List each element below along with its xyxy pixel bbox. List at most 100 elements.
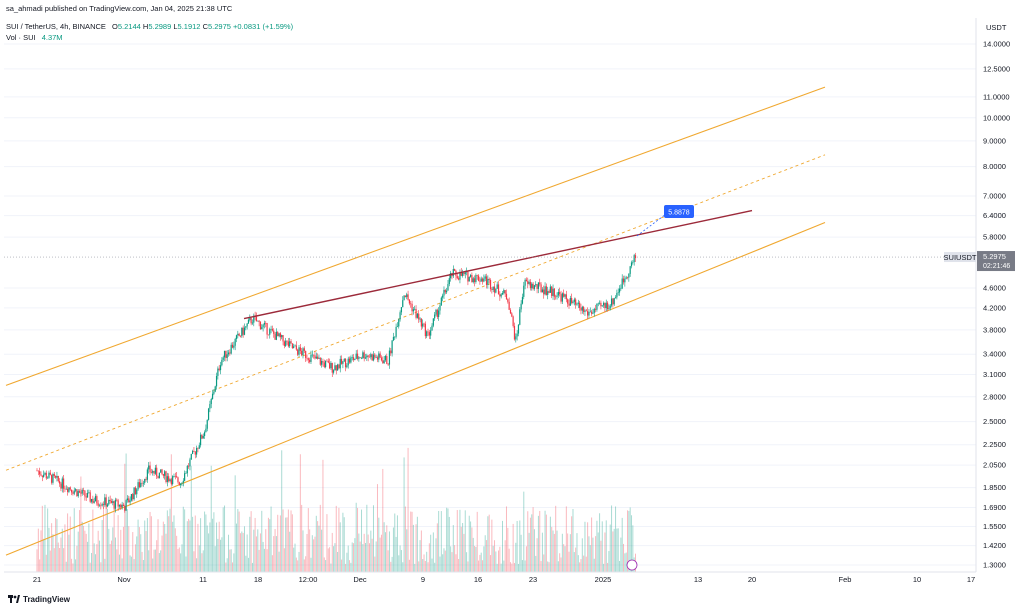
candle-body	[364, 357, 367, 359]
candle-body	[196, 447, 198, 455]
candle-body	[303, 348, 305, 351]
volume-bar	[600, 540, 602, 572]
volume-bar	[541, 532, 543, 572]
candle-body	[281, 335, 283, 338]
candle-body	[496, 284, 498, 289]
volume-bar	[306, 534, 308, 572]
volume-bar	[351, 542, 353, 572]
candle-body	[291, 343, 293, 349]
volume-bar	[386, 525, 388, 572]
candle-body	[561, 293, 563, 302]
volume-bar	[182, 506, 184, 572]
candle-body	[442, 295, 444, 298]
candle-body	[376, 357, 379, 360]
price-callout[interactable]: 5.8878	[636, 205, 694, 237]
candle-body	[231, 344, 234, 348]
channel-lower-line[interactable]	[5, 222, 826, 556]
scroll-to-realtime-icon[interactable]	[626, 559, 638, 571]
candle-body	[113, 501, 115, 509]
volume-bar	[99, 540, 101, 572]
candle-body	[354, 358, 356, 361]
candle-body	[347, 358, 349, 366]
channel-upper-line[interactable]	[5, 86, 826, 386]
volume-bar	[275, 536, 277, 572]
candle-body	[60, 483, 62, 489]
volume-bar	[285, 517, 287, 572]
symbol-name[interactable]: SUI / TetherUS, 4h, BINANCE	[6, 22, 106, 31]
volume-bar	[104, 558, 106, 572]
volume-bar	[325, 560, 327, 572]
volume-bar	[383, 522, 385, 572]
candle-body	[306, 357, 308, 359]
volume-bar	[180, 553, 182, 572]
candle-body	[61, 478, 63, 489]
candle-body	[573, 299, 575, 302]
candle-body	[372, 354, 375, 361]
volume-bar	[83, 525, 85, 572]
volume-bar	[452, 525, 454, 572]
candle-body	[576, 303, 578, 305]
chart-grid	[4, 43, 976, 566]
candle-body	[78, 491, 81, 493]
volume-bar	[239, 533, 241, 572]
volume-label[interactable]: Vol · SUI	[6, 33, 36, 42]
volume-bar	[608, 551, 610, 572]
volume-bar	[496, 563, 498, 572]
candle-body	[43, 474, 45, 477]
volume-bar	[572, 508, 574, 572]
volume-bar	[53, 548, 55, 572]
volume-bar	[265, 529, 267, 572]
volume-bar	[287, 509, 289, 572]
volume-bar	[544, 510, 546, 572]
volume-bar	[289, 531, 291, 572]
volume-bar	[446, 507, 448, 572]
volume-bar	[456, 510, 458, 572]
candle-body	[77, 491, 79, 497]
candle-body	[41, 475, 43, 477]
time-tick-label: Feb	[839, 575, 852, 584]
volume-bar	[156, 540, 158, 572]
volume-bar	[243, 526, 245, 572]
candle-body	[279, 333, 281, 338]
resistance-trendline[interactable]	[243, 209, 753, 320]
candle-body	[634, 255, 637, 259]
candle-body	[225, 350, 227, 358]
volume-bar	[220, 539, 222, 572]
volume-bar	[420, 530, 422, 572]
candle-body	[537, 282, 540, 289]
volume-bar	[242, 532, 244, 572]
callout-box[interactable]	[664, 205, 694, 218]
candle-body	[580, 307, 582, 311]
candle-body	[180, 483, 182, 486]
volume-bar	[39, 559, 41, 572]
last-price-marker: SUIUSDT 5.2975 02:21:46	[4, 251, 1015, 272]
volume-bar	[149, 511, 151, 572]
candle-body	[283, 341, 285, 346]
candle-body	[210, 398, 212, 405]
candle-body	[242, 327, 244, 335]
candle-body	[132, 494, 134, 500]
candle-body	[92, 498, 94, 503]
candle-body	[460, 272, 462, 276]
time-tick-label: 11	[199, 575, 207, 584]
volume-bar	[47, 508, 49, 572]
volume-bar	[290, 510, 292, 572]
candle-body	[614, 297, 617, 299]
candle-body	[211, 393, 214, 399]
volume-bar	[521, 560, 523, 572]
candle-body	[524, 279, 526, 286]
candle-body	[596, 303, 598, 310]
volume-bar	[106, 508, 108, 572]
volume-bar	[519, 520, 521, 572]
candle-body	[602, 302, 605, 306]
candle-body	[227, 352, 230, 355]
volume-bar	[440, 511, 442, 572]
candle-body	[438, 310, 440, 317]
volume-bar	[512, 523, 514, 572]
time-tick-label: 2025	[595, 575, 612, 584]
volume-bar	[329, 547, 331, 572]
volume-bar	[51, 523, 53, 572]
tradingview-logo[interactable]: TradingView	[8, 595, 70, 604]
volume-bar	[228, 534, 230, 572]
